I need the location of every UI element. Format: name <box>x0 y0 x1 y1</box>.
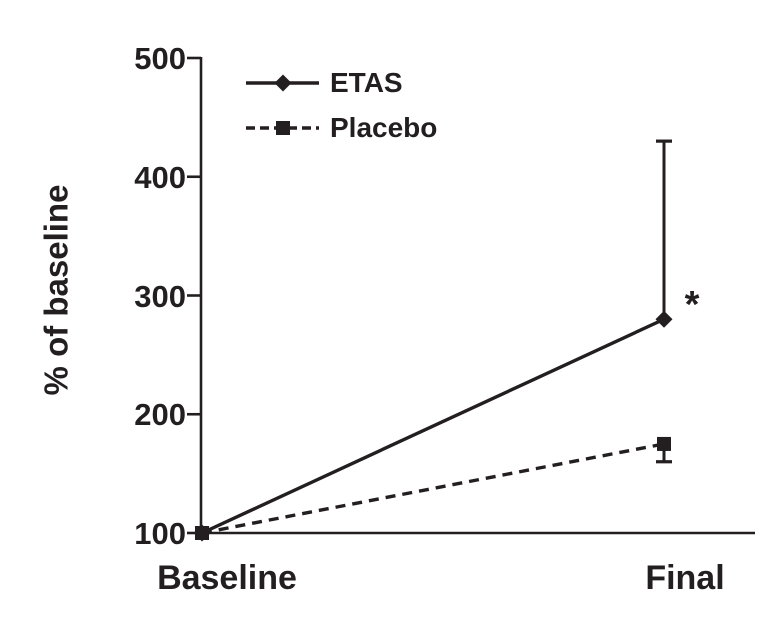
legend-label-etas: ETAS <box>330 67 403 98</box>
placebo-marker-final <box>657 436 671 451</box>
y-tick-label-200: 200 <box>134 397 186 432</box>
y-tick-label-500: 500 <box>134 41 186 76</box>
placebo-line <box>201 442 665 535</box>
etas-line <box>201 317 665 535</box>
placebo-marker-baseline <box>195 526 209 540</box>
y-tick-label-400: 400 <box>134 160 186 195</box>
etas-marker-final <box>655 310 673 328</box>
y-axis-title: % of baseline <box>37 184 75 396</box>
x-category-label-baseline: Baseline <box>157 559 297 597</box>
x-category-label-final: Final <box>645 559 725 597</box>
y-tick-label-300: 300 <box>134 279 186 314</box>
legend-marker-placebo <box>276 121 290 135</box>
legend-label-placebo: Placebo <box>330 112 438 143</box>
legend-marker-etas <box>274 74 292 92</box>
y-tick-label-100: 100 <box>134 516 186 551</box>
significance-asterisk-icon: * <box>684 284 700 326</box>
